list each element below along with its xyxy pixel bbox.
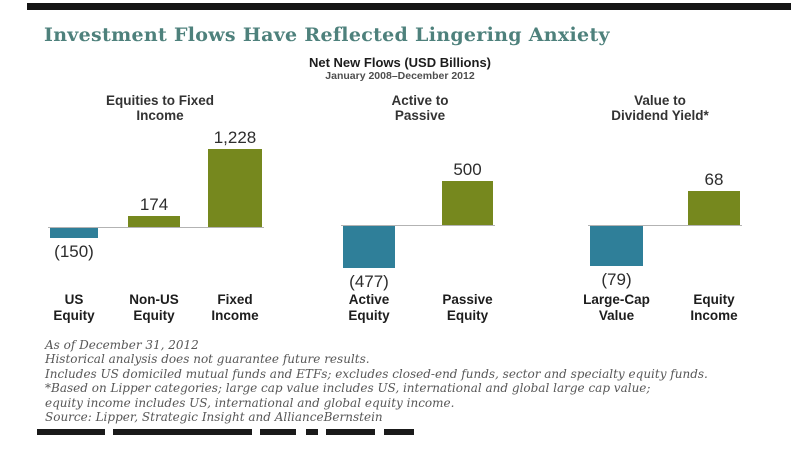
chart-period: January 2008–December 2012: [325, 70, 475, 82]
category-line: Active: [348, 292, 390, 307]
category-line: Income: [690, 308, 738, 323]
smudge-segment: [384, 429, 414, 435]
category-line: Equity: [693, 292, 735, 307]
smudge-segment: [306, 429, 318, 435]
smudge-segment: [326, 429, 375, 435]
bar-positive: [688, 191, 740, 225]
footnote-line: *Based on Lipper categories; large cap v…: [45, 381, 651, 396]
footnote-line: Source: Lipper, Strategic Insight and Al…: [45, 410, 383, 425]
top-fine-print-smudge: [27, 3, 791, 10]
group-header: Active to Passive: [310, 93, 530, 123]
category-line: Equity: [133, 308, 175, 323]
bar-value-label: 1,228: [213, 128, 257, 147]
bar-category-label: Equity Income: [654, 292, 774, 324]
group-header-line: Income: [136, 108, 184, 123]
category-line: Equity: [348, 308, 390, 323]
category-line: Fixed: [217, 292, 253, 307]
bar-value-label: (150): [54, 242, 94, 261]
category-line: Non-US: [129, 292, 179, 307]
bar-value-label: (79): [601, 270, 632, 289]
category-line: Equity: [446, 308, 489, 323]
bar-negative: [50, 228, 98, 238]
category-line: Large-Cap: [583, 292, 650, 307]
bar-category-label: Active Equity: [309, 292, 429, 324]
axis-baseline: [341, 225, 495, 226]
page-title: Investment Flows Have Reflected Lingerin…: [44, 24, 610, 46]
category-line: US: [64, 292, 84, 307]
bar-value-label: 174: [139, 195, 169, 214]
group-header: Equities to Fixed Income: [50, 93, 270, 123]
bar-category-label: Large-Cap Value: [557, 292, 677, 324]
bar-category-label: Fixed Income: [175, 292, 295, 324]
category-line: Income: [211, 308, 259, 323]
bottom-fine-print-smudge: [37, 429, 414, 435]
group-header-line: Active to: [391, 93, 449, 108]
bar-positive: [128, 216, 180, 227]
category-line: Equity: [53, 308, 95, 323]
category-line: Passive: [442, 292, 493, 307]
footnote-line: equity income includes US, international…: [45, 395, 455, 410]
bar-category-label: Non-US Equity: [94, 292, 214, 324]
footnotes-block: As of December 31, 2012 Historical analy…: [45, 338, 785, 424]
smudge-segment: [37, 429, 105, 435]
bar-negative: [343, 226, 395, 268]
axis-baseline: [48, 227, 264, 228]
group-header-line: Dividend Yield*: [611, 108, 709, 123]
bar-value-label: (477): [349, 272, 389, 291]
footnote-line: Historical analysis does not guarantee f…: [45, 352, 370, 367]
chart-title: Net New Flows (USD Billions): [308, 55, 491, 70]
group-header-line: Equities to Fixed: [105, 93, 214, 108]
bar-category-label: Passive Equity: [408, 292, 528, 324]
bar-category-label: US Equity: [14, 292, 134, 324]
footnote-line: Includes US domiciled mutual funds and E…: [45, 366, 708, 381]
category-line: Value: [598, 308, 635, 323]
bar-positive: [442, 181, 493, 225]
axis-baseline: [588, 225, 742, 226]
smudge-segment: [113, 429, 252, 435]
group-header-line: Passive: [394, 108, 446, 123]
bar-negative: [590, 226, 643, 266]
bar-value-label: 500: [453, 160, 482, 179]
bar-value-label: 68: [704, 170, 724, 189]
smudge-segment: [260, 429, 296, 435]
footnote-line: As of December 31, 2012: [45, 338, 199, 352]
group-header: Value to Dividend Yield*: [550, 93, 770, 123]
group-header-line: Value to: [634, 93, 686, 108]
bar-positive: [208, 149, 262, 227]
